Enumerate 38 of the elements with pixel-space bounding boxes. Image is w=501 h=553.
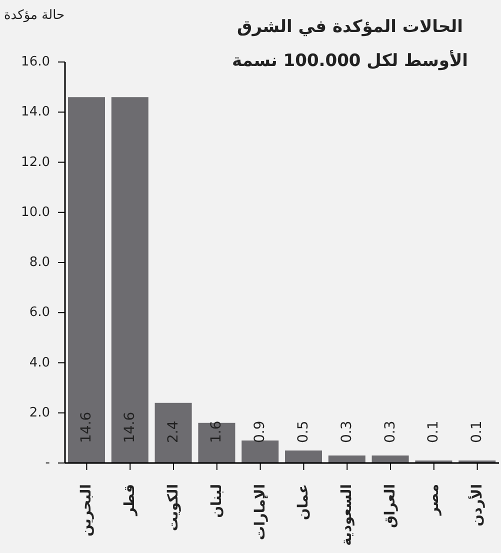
data-label: 2.4 (165, 420, 182, 443)
x-tick-label: الإمارات (252, 484, 268, 540)
bar (198, 422, 236, 463)
data-label: 0.1 (426, 420, 442, 443)
bar (68, 97, 105, 463)
bar (285, 450, 322, 463)
x-tick-label: مصر (426, 484, 442, 516)
data-label: 0.3 (338, 420, 355, 443)
x-tick-label: الكويت (166, 484, 182, 532)
y-tick-label: 14.0 (21, 104, 50, 120)
y-axis-title: حالة مؤكدة (4, 8, 65, 23)
y-tick-label: 12.0 (21, 154, 50, 170)
data-label: 0.5 (296, 420, 312, 443)
x-tick-label: الأردن (467, 484, 486, 526)
x-tick-label: العراق (382, 484, 398, 528)
y-tick-label: 8.0 (29, 255, 50, 270)
bar (154, 402, 192, 463)
bar (328, 455, 366, 463)
x-tick-label: لبنان (208, 484, 225, 518)
y-tick-label: 10.0 (21, 204, 50, 220)
y-tick-label: - (45, 456, 50, 470)
y-tick-label: 6.0 (29, 305, 50, 320)
chart-title: الحالات المؤكدة في الشرق الأوسط لكل 100.000 نسمة (230, 16, 469, 73)
data-label: 14.6 (122, 412, 138, 443)
data-label: 1.6 (208, 420, 225, 443)
x-tick-label: قطر (122, 484, 138, 517)
y-tick-label: 4.0 (29, 355, 50, 370)
x-tick-label: السعودية (339, 484, 356, 546)
x-tick-label: عمان (296, 484, 312, 520)
bar (111, 97, 148, 463)
y-tick-label: 2.0 (29, 405, 50, 420)
bar (372, 455, 409, 463)
x-tick-label: البحرين (78, 484, 95, 536)
y-tick-label: 16.0 (21, 54, 50, 70)
data-label: 0.3 (382, 420, 398, 443)
data-label: 14.6 (78, 412, 94, 443)
data-label: 0.9 (252, 420, 268, 443)
data-label: 0.1 (469, 420, 486, 443)
